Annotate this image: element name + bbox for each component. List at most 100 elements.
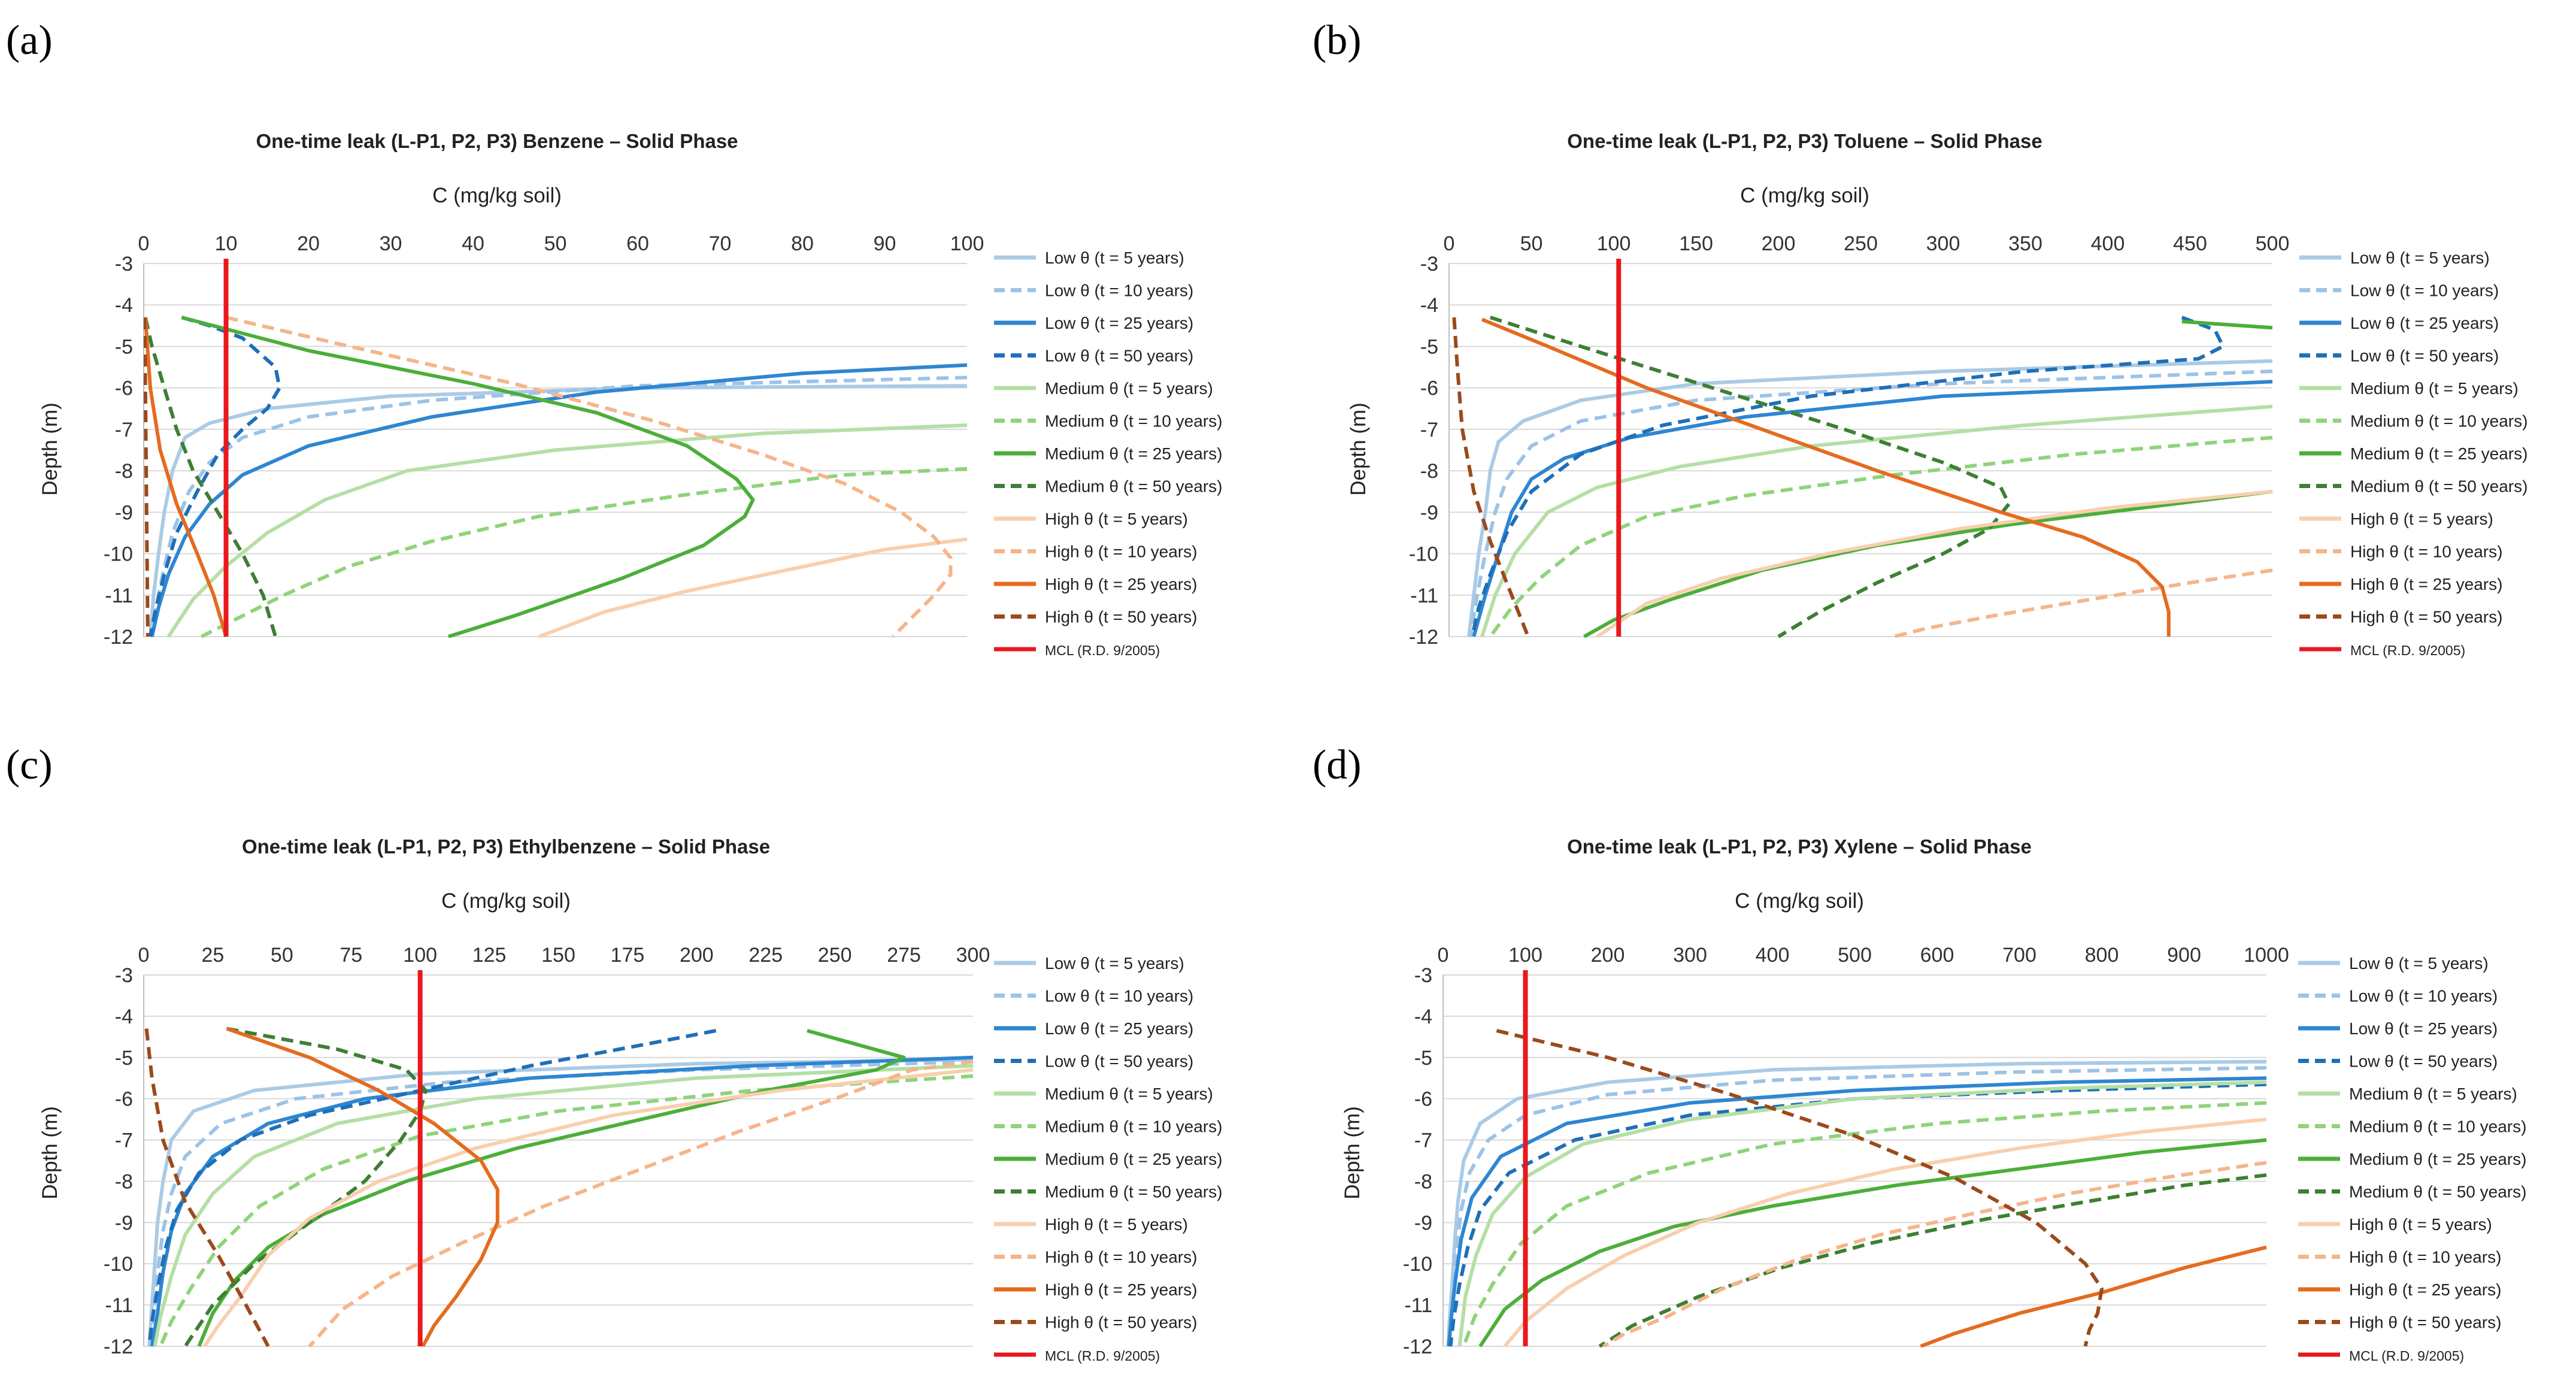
series-line-b-low-theta-t-50-years	[1470, 316, 2225, 637]
legend-label-b-11: High θ (t = 50 years)	[2350, 608, 2502, 626]
series-line-a-medium-theta-t-25-years	[181, 316, 755, 638]
legend-label-a-10: High θ (t = 25 years)	[1045, 575, 1197, 593]
legend-label-a-11: High θ (t = 50 years)	[1045, 608, 1197, 626]
y-tick-c-3: -6	[115, 1088, 133, 1111]
x-tick-a-7: 70	[709, 232, 732, 255]
legend-label-a-7: Medium θ (t = 50 years)	[1045, 477, 1222, 496]
x-tick-b-10: 500	[2256, 232, 2290, 255]
series-line-b-medium-theta-t-5-years	[1480, 404, 2273, 637]
series-line-c-high-theta-t-25-years	[226, 1026, 499, 1347]
legend-label-d-4: Medium θ (t = 5 years)	[2349, 1085, 2517, 1103]
series-line-c-high-theta-t-5-years	[203, 1068, 974, 1347]
x-tick-c-2: 50	[271, 944, 293, 967]
x-axis-label-b: C (mg/kg soil)	[1740, 184, 1869, 207]
series-line-a-medium-theta-t-5-years	[166, 423, 968, 638]
series-line-d-high-theta-t-5-years	[1503, 1117, 2267, 1347]
x-tick-a-8: 80	[791, 232, 814, 255]
y-tick-c-9: -12	[104, 1335, 133, 1358]
x-tick-a-1: 10	[215, 232, 238, 255]
x-tick-a-3: 30	[380, 232, 402, 255]
y-tick-c-1: -4	[115, 1006, 133, 1028]
y-tick-b-9: -12	[1409, 626, 1438, 649]
x-axis-label-a: C (mg/kg soil)	[432, 184, 562, 207]
x-tick-a-0: 0	[138, 232, 150, 255]
y-tick-d-7: -10	[1403, 1253, 1432, 1276]
y-tick-a-1: -4	[115, 294, 133, 317]
x-tick-d-5: 500	[1838, 944, 1872, 967]
series-line-d-low-theta-t-25-years	[1447, 1076, 2267, 1347]
y-tick-d-5: -8	[1414, 1170, 1432, 1193]
y-tick-a-0: -3	[115, 253, 133, 275]
series-line-c-medium-theta-t-10-years	[158, 1074, 974, 1347]
y-tick-c-0: -3	[115, 964, 133, 987]
panel-c: (c) One-time leak (L-P1, P2, P3) Ethylbe…	[6, 742, 1222, 1364]
y-tick-c-7: -10	[104, 1253, 133, 1276]
x-tick-a-9: 90	[874, 232, 896, 255]
x-tick-b-3: 150	[1679, 232, 1713, 255]
y-tick-d-4: -7	[1414, 1129, 1432, 1152]
panel-label-d: (d)	[1313, 742, 1362, 788]
x-tick-a-6: 60	[626, 232, 649, 255]
series-line-c-medium-theta-t-5-years	[153, 1064, 974, 1347]
y-tick-a-3: -6	[115, 377, 133, 400]
x-tick-b-2: 100	[1597, 232, 1631, 255]
series-line-c-high-theta-t-50-years	[144, 1028, 270, 1347]
legend-d: Low θ (t = 5 years) Low θ (t = 10 years) L…	[2298, 954, 2526, 1364]
x-tick-b-8: 400	[2091, 232, 2125, 255]
y-tick-b-6: -9	[1420, 501, 1438, 524]
x-tick-b-0: 0	[1444, 232, 1455, 255]
x-tick-d-10: 1000	[2244, 944, 2289, 967]
series-line-d-high-theta-t-25-years	[1920, 1245, 2267, 1347]
x-tick-b-9: 450	[2173, 232, 2207, 255]
series-line-d-medium-theta-t-50-years	[1598, 1173, 2267, 1347]
y-ticks-a: -3 -4 -5 -6 -7 -8 -9 -10 -11 -12	[104, 253, 133, 649]
legend-label-b-6: Medium θ (t = 25 years)	[2350, 444, 2527, 463]
series-b	[1452, 316, 2273, 638]
legend-label-b-1: Low θ (t = 10 years)	[2350, 281, 2499, 300]
x-tick-d-1: 100	[1508, 944, 1542, 967]
legend-label-b-12: MCL (R.D. 9/2005)	[2350, 643, 2465, 658]
series-a	[144, 316, 968, 638]
y-tick-b-2: -5	[1420, 335, 1438, 358]
series-line-c-high-theta-t-10-years	[308, 1059, 974, 1347]
legend-label-d-5: Medium θ (t = 10 years)	[2349, 1117, 2526, 1136]
series-line-a-low-theta-t-50-years	[149, 316, 281, 637]
legend-label-d-3: Low θ (t = 50 years)	[2349, 1052, 2498, 1071]
x-tick-c-10: 250	[818, 944, 852, 967]
x-tick-a-5: 50	[544, 232, 567, 255]
panel-label-b: (b)	[1313, 17, 1362, 63]
x-tick-b-7: 350	[2008, 232, 2042, 255]
x-axis-label-d: C (mg/kg soil)	[1735, 889, 1864, 913]
series-line-a-high-theta-t-25-years	[144, 317, 228, 637]
y-tick-d-3: -6	[1414, 1088, 1432, 1111]
series-line-b-medium-theta-t-50-years	[1489, 316, 2011, 638]
x-tick-d-2: 200	[1591, 944, 1625, 967]
x-tick-c-11: 275	[887, 944, 921, 967]
x-tick-c-7: 175	[611, 944, 645, 967]
x-tick-d-8: 800	[2085, 944, 2119, 967]
y-tick-b-1: -4	[1420, 294, 1438, 317]
panel-a: (a) One-time leak (L-P1, P2, P3) Benzene…	[6, 17, 1222, 658]
series-line-a-low-theta-t-10-years	[150, 375, 968, 637]
y-tick-d-1: -4	[1414, 1006, 1432, 1028]
series-line-b-low-theta-t-5-years	[1467, 359, 2273, 637]
legend-label-c-5: Medium θ (t = 10 years)	[1045, 1117, 1222, 1136]
series-line-d-medium-theta-t-5-years	[1457, 1080, 2267, 1347]
legend-label-d-11: High θ (t = 50 years)	[2349, 1313, 2501, 1332]
y-tick-c-4: -7	[115, 1129, 133, 1152]
legend-label-c-7: Medium θ (t = 50 years)	[1045, 1183, 1222, 1201]
y-tick-a-2: -5	[115, 335, 133, 358]
y-tick-b-7: -10	[1409, 543, 1438, 566]
panel-label-a: (a)	[6, 17, 53, 63]
y-tick-b-5: -8	[1420, 460, 1438, 483]
legend-label-d-6: Medium θ (t = 25 years)	[2349, 1150, 2526, 1168]
chart-title-a: One-time leak (L-P1, P2, P3) Benzene – S…	[256, 130, 738, 152]
x-tick-a-10: 100	[950, 232, 984, 255]
x-tick-b-6: 300	[1926, 232, 1960, 255]
legend-label-c-12: MCL (R.D. 9/2005)	[1045, 1348, 1160, 1364]
y-tick-c-8: -11	[105, 1294, 133, 1317]
series-line-b-medium-theta-t-25-years	[2181, 319, 2273, 330]
x-axis-label-c: C (mg/kg soil)	[441, 889, 571, 913]
legend-label-b-3: Low θ (t = 50 years)	[2350, 347, 2499, 365]
legend-label-d-1: Low θ (t = 10 years)	[2349, 987, 2498, 1006]
